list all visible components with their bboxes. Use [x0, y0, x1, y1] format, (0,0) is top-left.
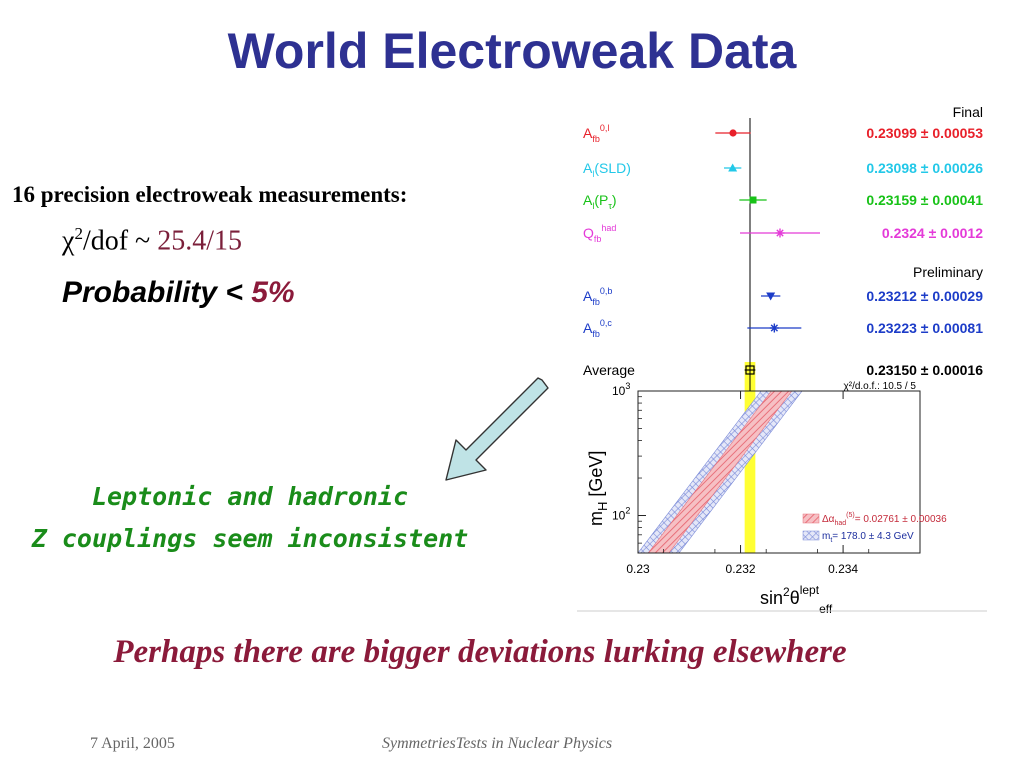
measurement-label: Al(SLD)	[583, 160, 631, 179]
measurement-label: Afb0,l	[583, 123, 609, 144]
legend-text-alpha: Δαhad(5)= 0.02761 ± 0.00036	[822, 512, 947, 527]
measurement-label: Qfbhad	[583, 223, 616, 244]
callout-text: Leptonic and hadronic Z couplings seem i…	[0, 476, 500, 560]
measurement-value: 0.23212 ± 0.00029	[866, 288, 983, 304]
chi2-annotation: χ²/d.o.f.: 10.5 / 5	[843, 381, 916, 392]
average-label: Average	[583, 362, 635, 378]
chi-dof-text: /dof ~	[82, 225, 158, 257]
legend-swatch-alpha	[802, 513, 820, 524]
measurement-value: 0.23223 ± 0.00081	[866, 320, 983, 336]
y-tick-label: 103	[612, 381, 630, 398]
pointer-arrow	[445, 377, 549, 481]
legend-text-mt: mt= 178.0 ± 4.3 GeV	[822, 531, 914, 544]
x-axis-label: sin2θlepteff	[760, 583, 833, 616]
measurement-marker	[775, 228, 785, 238]
section-label-preliminary: Preliminary	[913, 264, 983, 280]
measurement-marker	[728, 163, 738, 172]
x-tick-label: 0.232	[726, 562, 756, 576]
measurement-marker	[749, 196, 757, 204]
mh-plot-frame	[637, 390, 921, 554]
measurement-value: 0.23098 ± 0.00026	[866, 160, 983, 176]
measurement-label: Al(Pτ)	[583, 192, 617, 211]
slide-title: World Electroweak Data	[227, 23, 797, 79]
x-tick-label: 0.23	[626, 562, 650, 576]
average-marker	[745, 365, 755, 375]
measurement-marker	[766, 292, 776, 301]
pointer-arrow-shape	[445, 377, 549, 481]
probability-label: Probability <	[62, 276, 252, 309]
conclusion-text: Perhaps there are bigger deviations lurk…	[113, 634, 847, 670]
chi-superscript: 2	[74, 224, 83, 243]
electroweak-chart: 0.23 0.232 0.234 102 103 mH [GeV] sin2θlepteff…	[577, 104, 987, 616]
measurements-heading: 16 precision electroweak measurements:	[12, 182, 408, 207]
probability-value: 5%	[251, 276, 295, 309]
measurement-marker	[729, 129, 737, 137]
y-tick-label: 102	[612, 506, 630, 523]
chi2-line: χ2/dof ~ 25.4/15	[62, 224, 242, 257]
footer-date: 7 April, 2005	[90, 735, 175, 752]
measurement-value: 0.2324 ± 0.0012	[882, 225, 983, 241]
section-label-final: Final	[953, 104, 983, 120]
measurement-marker	[769, 323, 779, 333]
measurement-value: 0.23099 ± 0.00053	[866, 125, 983, 141]
chi-symbol: χ	[62, 225, 75, 257]
measurement-label: Afb0,c	[583, 318, 612, 339]
callout-line-1: Leptonic and hadronic	[91, 482, 409, 511]
x-tick-label: 0.234	[828, 562, 858, 576]
delta-alpha-band	[647, 391, 793, 553]
footer-presentation-name: SymmetriesTests in Nuclear Physics	[382, 735, 613, 752]
probability-line: Probability < 5%	[62, 276, 295, 310]
measurement-label: Afb0,b	[583, 286, 612, 307]
average-value: 0.23150 ± 0.00016	[866, 362, 983, 378]
measurement-value: 0.23159 ± 0.00041	[866, 192, 983, 208]
y-axis-label: mH [GeV]	[586, 451, 610, 526]
band-group	[638, 391, 803, 553]
chi2-value: 25.4/15	[157, 225, 242, 257]
callout-line-2: Z couplings seem inconsistent	[31, 524, 469, 553]
legend-swatch-mt	[802, 530, 820, 541]
